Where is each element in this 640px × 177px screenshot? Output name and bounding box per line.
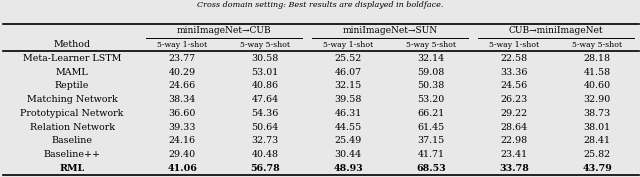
Text: 23.77: 23.77 xyxy=(169,54,196,63)
Text: 26.23: 26.23 xyxy=(500,95,528,104)
Text: 68.53: 68.53 xyxy=(417,164,446,173)
Text: 41.06: 41.06 xyxy=(167,164,197,173)
Text: Prototypical Network: Prototypical Network xyxy=(20,109,124,118)
Text: 28.64: 28.64 xyxy=(500,123,528,132)
Text: 24.56: 24.56 xyxy=(500,81,528,90)
Text: 38.73: 38.73 xyxy=(584,109,611,118)
Text: 5-way 5-shot: 5-way 5-shot xyxy=(406,41,456,48)
Text: CUB→miniImageNet: CUB→miniImageNet xyxy=(508,26,603,35)
Text: 32.73: 32.73 xyxy=(252,136,279,145)
Text: 40.48: 40.48 xyxy=(252,150,279,159)
Text: 32.14: 32.14 xyxy=(418,54,445,63)
Text: 33.78: 33.78 xyxy=(499,164,529,173)
Text: 53.01: 53.01 xyxy=(252,68,279,76)
Text: 39.33: 39.33 xyxy=(168,123,196,132)
Text: 46.07: 46.07 xyxy=(335,68,362,76)
Text: 29.22: 29.22 xyxy=(500,109,528,118)
Text: 48.93: 48.93 xyxy=(333,164,363,173)
Text: 47.64: 47.64 xyxy=(252,95,279,104)
Text: 40.60: 40.60 xyxy=(584,81,611,90)
Text: 28.18: 28.18 xyxy=(584,54,611,63)
Text: 39.58: 39.58 xyxy=(335,95,362,104)
Text: 32.90: 32.90 xyxy=(584,95,611,104)
Text: 38.01: 38.01 xyxy=(584,123,611,132)
Text: miniImageNet→CUB: miniImageNet→CUB xyxy=(177,26,271,35)
Text: 33.36: 33.36 xyxy=(500,68,528,76)
Text: 41.71: 41.71 xyxy=(418,150,445,159)
Text: 66.21: 66.21 xyxy=(418,109,445,118)
Text: 28.41: 28.41 xyxy=(584,136,611,145)
Text: 5-way 1-shot: 5-way 1-shot xyxy=(489,41,540,48)
Text: Matching Network: Matching Network xyxy=(27,95,117,104)
Text: 56.78: 56.78 xyxy=(250,164,280,173)
Text: 5-way 5-shot: 5-way 5-shot xyxy=(240,41,291,48)
Text: 59.08: 59.08 xyxy=(418,68,445,76)
Text: 30.58: 30.58 xyxy=(252,54,279,63)
Text: 24.16: 24.16 xyxy=(169,136,196,145)
Text: 5-way 5-shot: 5-way 5-shot xyxy=(572,41,622,48)
Text: Cross domain setting: Best results are displayed in boldface.: Cross domain setting: Best results are d… xyxy=(197,1,443,9)
Text: 40.86: 40.86 xyxy=(252,81,279,90)
Text: 44.55: 44.55 xyxy=(335,123,362,132)
Text: 5-way 1-shot: 5-way 1-shot xyxy=(157,41,207,48)
Text: 41.58: 41.58 xyxy=(584,68,611,76)
Text: Reptile: Reptile xyxy=(55,81,89,90)
Text: 40.29: 40.29 xyxy=(169,68,196,76)
Text: Method: Method xyxy=(53,40,91,49)
Text: Meta-Learner LSTM: Meta-Learner LSTM xyxy=(23,54,121,63)
Text: 37.15: 37.15 xyxy=(418,136,445,145)
Text: 32.15: 32.15 xyxy=(335,81,362,90)
Text: 23.41: 23.41 xyxy=(500,150,528,159)
Text: Baseline: Baseline xyxy=(51,136,93,145)
Text: 50.38: 50.38 xyxy=(418,81,445,90)
Text: 25.49: 25.49 xyxy=(335,136,362,145)
Text: 36.60: 36.60 xyxy=(168,109,196,118)
Text: 22.58: 22.58 xyxy=(500,54,528,63)
Text: MAML: MAML xyxy=(56,68,88,76)
Text: 53.20: 53.20 xyxy=(418,95,445,104)
Text: 43.79: 43.79 xyxy=(582,164,612,173)
Text: 50.64: 50.64 xyxy=(252,123,279,132)
Text: Relation Network: Relation Network xyxy=(29,123,115,132)
Text: 38.34: 38.34 xyxy=(169,95,196,104)
Text: 46.31: 46.31 xyxy=(335,109,362,118)
Text: 5-way 1-shot: 5-way 1-shot xyxy=(323,41,373,48)
Text: 61.45: 61.45 xyxy=(418,123,445,132)
Text: RML: RML xyxy=(60,164,84,173)
Text: 30.44: 30.44 xyxy=(335,150,362,159)
Text: 22.98: 22.98 xyxy=(500,136,528,145)
Text: 25.52: 25.52 xyxy=(335,54,362,63)
Text: 29.40: 29.40 xyxy=(169,150,196,159)
Text: miniImageNet→SUN: miniImageNet→SUN xyxy=(342,26,437,35)
Text: Baseline++: Baseline++ xyxy=(44,150,100,159)
Text: 54.36: 54.36 xyxy=(252,109,279,118)
Text: 24.66: 24.66 xyxy=(169,81,196,90)
Text: 25.82: 25.82 xyxy=(584,150,611,159)
